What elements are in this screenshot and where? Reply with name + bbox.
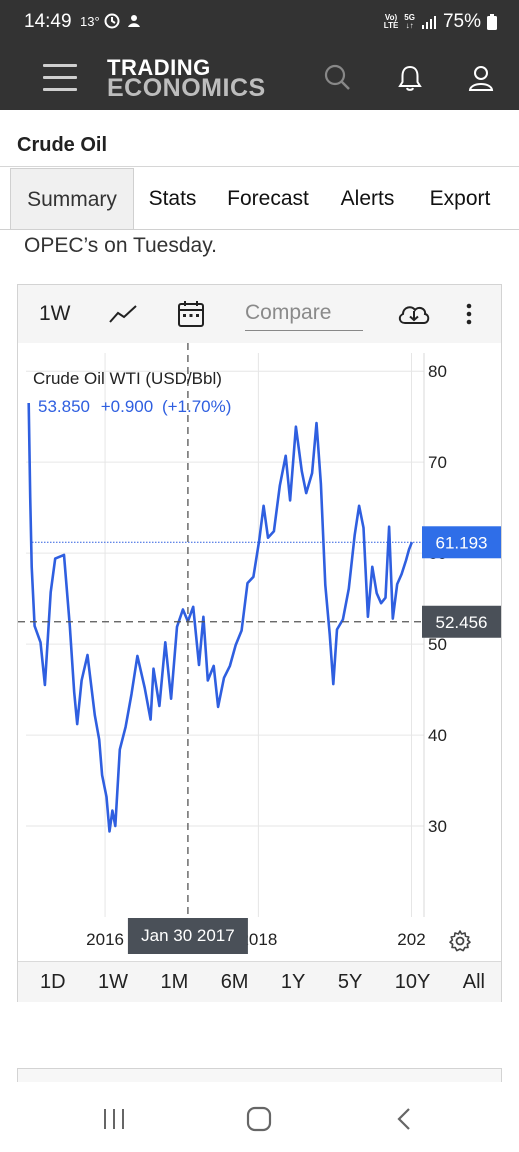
status-time: 14:49 — [24, 11, 72, 32]
tab-summary[interactable]: Summary — [10, 168, 134, 230]
svg-text:61.193: 61.193 — [436, 533, 488, 552]
crosshair-date-label: Jan 30 2017 — [127, 918, 248, 954]
status-temperature: 13° — [80, 14, 100, 29]
title-divider — [0, 166, 519, 167]
svg-text:Jan 30 2017: Jan 30 2017 — [141, 926, 235, 945]
notification-clock-icon — [104, 13, 120, 29]
range-1d[interactable]: 1D — [40, 971, 66, 993]
y-tick-label: 30 — [428, 817, 447, 836]
search-icon[interactable] — [322, 63, 352, 93]
y-tick-label: 50 — [428, 635, 447, 654]
signal-strength-icon — [421, 16, 436, 29]
app-header: TRADING ECONOMICS — [0, 46, 519, 110]
x-tick-label: 202 — [397, 930, 425, 949]
notification-app-icon — [128, 15, 140, 27]
legend-last: 53.850 — [38, 397, 90, 416]
range-5y[interactable]: 5Y — [337, 971, 363, 993]
range-1y[interactable]: 1Y — [280, 971, 306, 993]
page-title: Crude Oil — [17, 134, 108, 156]
menu-icon[interactable] — [43, 64, 77, 92]
signal-type: 5G ↓↑ — [404, 13, 415, 30]
bell-icon[interactable] — [395, 63, 425, 93]
tabs-divider — [0, 229, 519, 230]
y-tick-label: 70 — [428, 453, 447, 472]
compare-input[interactable]: Compare — [245, 301, 363, 331]
status-right: Vo) LTE 5G ↓↑ 75% — [384, 11, 497, 33]
more-vertical-icon[interactable] — [458, 299, 480, 329]
y-tick-label: 80 — [428, 362, 447, 381]
range-10y[interactable]: 10Y — [394, 971, 431, 993]
x-tick-label: 2016 — [86, 930, 124, 949]
chart-legend: 53.850 +0.900 (+1.70%) — [38, 397, 231, 416]
trading-economics-logo[interactable]: TRADING ECONOMICS — [107, 55, 266, 102]
battery-icon — [487, 14, 497, 30]
current-value-label: 61.193 — [422, 526, 501, 559]
tab-export[interactable]: Export — [429, 187, 491, 210]
tab-alerts[interactable]: Alerts — [340, 187, 395, 210]
tab-stats[interactable]: Stats — [148, 187, 197, 210]
tab-bar: Summary Stats Forecast Alerts Export — [10, 168, 519, 230]
period-selector[interactable]: 1W — [39, 302, 71, 325]
tab-forecast[interactable]: Forecast — [227, 187, 309, 210]
y-tick-label: 40 — [428, 726, 447, 745]
svg-text:52.456: 52.456 — [436, 613, 488, 632]
status-bar: 14:49 13° Vo) LTE 5G ↓↑ 75% — [0, 0, 519, 46]
battery-percent: 75% — [442, 11, 481, 32]
range-1w[interactable]: 1W — [98, 971, 129, 993]
back-icon[interactable] — [390, 1104, 420, 1134]
user-icon[interactable] — [466, 63, 496, 93]
range-6m[interactable]: 6M — [220, 971, 249, 993]
home-icon[interactable] — [244, 1104, 274, 1134]
chart-title: Crude Oil WTI (USD/Bbl) — [33, 369, 222, 388]
crosshair-value-label: 52.456 — [422, 605, 501, 638]
chart-settings-gear-icon[interactable] — [449, 930, 471, 952]
network-indicator: Vo) LTE — [383, 13, 399, 30]
x-tick-label: 2018 — [239, 930, 277, 949]
cloud-download-icon[interactable] — [396, 299, 432, 329]
line-chart-icon[interactable] — [108, 299, 138, 329]
series-line-crude-oil-wti — [27, 402, 414, 833]
article-snippet: OPEC’s on Tuesday. — [24, 234, 217, 257]
legend-change-pct: (+1.70%) — [162, 397, 231, 416]
legend-change: +0.900 — [101, 397, 153, 416]
range-selector: 1D 1W 1M 6M 1Y 5Y 10Y All — [18, 961, 501, 1002]
range-1m[interactable]: 1M — [160, 971, 189, 993]
recent-apps-icon[interactable] — [99, 1104, 129, 1134]
calendar-icon[interactable] — [176, 299, 206, 329]
android-nav-bar — [0, 1082, 519, 1152]
chart-toolbar: 1W Compare — [18, 285, 501, 343]
range-all[interactable]: All — [462, 971, 485, 993]
next-section-panel — [17, 1068, 502, 1082]
